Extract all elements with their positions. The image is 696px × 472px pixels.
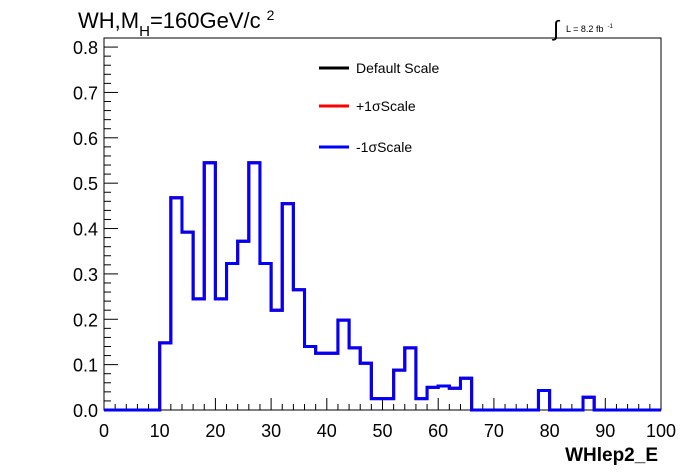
title-prefix: WH,M [78, 8, 139, 33]
luminosity-label: ∫ L = 8.2 fb -1 [551, 16, 613, 41]
x-axis-label: WHlep2_E [565, 445, 658, 466]
x-tick-label: 70 [484, 421, 504, 441]
lumi-text: L = 8.2 fb [566, 24, 603, 34]
y-tick-label: 0.5 [73, 174, 98, 194]
y-tick-label: 0.7 [73, 83, 98, 103]
series-line [104, 161, 661, 412]
integral-icon: ∫ [551, 16, 561, 41]
y-tick-label: 0.6 [73, 129, 98, 149]
y-tick-label: 0.0 [73, 401, 98, 421]
lumi-superscript: -1 [607, 24, 613, 30]
x-tick-label: 20 [205, 421, 225, 441]
series-line [104, 161, 661, 412]
y-tick-label: 0.1 [73, 356, 98, 376]
histogram-series [104, 161, 661, 412]
y-axis: 0.0 0.1 0.2 0.3 0.4 0.5 0.6 0.7 0.8 [73, 37, 118, 421]
series-line [104, 161, 661, 412]
svg-text:WH,MH=160GeV/c2: WH,MH=160GeV/c 2 [78, 7, 275, 40]
y-tick-label: 0.8 [73, 38, 98, 58]
x-tick-label: 100 [646, 421, 676, 441]
y-tick-label: 0.2 [73, 310, 98, 330]
x-tick-label: 0 [99, 421, 109, 441]
x-tick-label: 40 [317, 421, 337, 441]
legend-label: +1σScale [356, 98, 416, 114]
x-tick-label: 80 [540, 421, 560, 441]
y-tick-label: 0.3 [73, 265, 98, 285]
x-tick-label: 90 [595, 421, 615, 441]
title: WH,MH=160GeV/c 2 [78, 7, 275, 40]
legend: Default Scale +1σScale -1σScale [319, 60, 439, 155]
x-axis: 0 10 20 30 40 50 60 70 80 90 100 [99, 398, 676, 441]
legend-label: -1σScale [356, 139, 412, 155]
legend-label: Default Scale [356, 60, 439, 76]
x-tick-label: 10 [150, 421, 170, 441]
y-tick-label: 0.4 [73, 220, 98, 240]
title-middle: =160GeV/c [150, 8, 261, 33]
x-tick-label: 30 [261, 421, 281, 441]
title-superscript: 2 [267, 7, 275, 23]
x-tick-label: 50 [372, 421, 392, 441]
plot-frame [103, 37, 662, 411]
svg-text:L = 8.2 fb-1: L = 8.2 fb -1 [566, 24, 613, 34]
title-subscript: H [139, 23, 150, 40]
x-tick-label: 60 [428, 421, 448, 441]
